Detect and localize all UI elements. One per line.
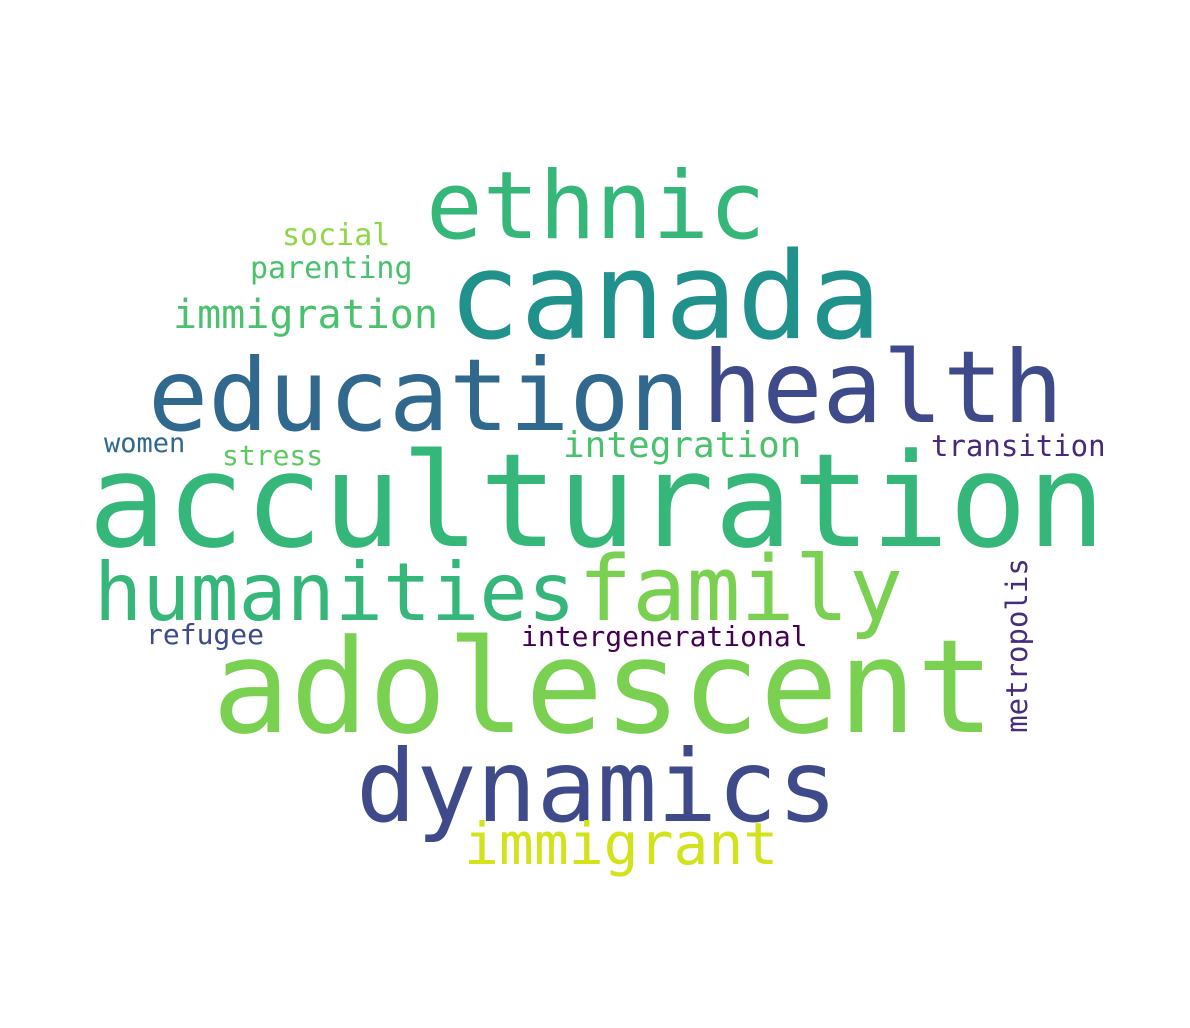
word-parenting: parenting	[250, 251, 413, 286]
word-social: social	[282, 218, 391, 253]
word-ethnic: ethnic	[426, 152, 766, 261]
word-integration: integration	[563, 425, 802, 466]
word-canada: canada	[448, 228, 882, 367]
word-immigration: immigration	[173, 292, 438, 338]
word-acculturation: acculturation	[88, 425, 1106, 577]
word-women: women	[104, 428, 186, 459]
word-stress: stress	[222, 439, 324, 472]
word-dynamics: dynamics	[356, 728, 838, 845]
word-refugee: refugee	[146, 618, 265, 651]
word-health: health	[702, 329, 1064, 446]
word-family: family	[578, 537, 904, 642]
word-adolescent: adolescent	[212, 611, 995, 763]
word-immigrant: immigrant	[464, 810, 779, 878]
word-intergenerational: intergenerational	[521, 620, 808, 653]
word-education: education	[148, 337, 690, 454]
word-metropolis: metropolis	[999, 558, 1034, 733]
word-humanities: humanities	[94, 546, 576, 639]
word-transition: transition	[931, 429, 1106, 463]
